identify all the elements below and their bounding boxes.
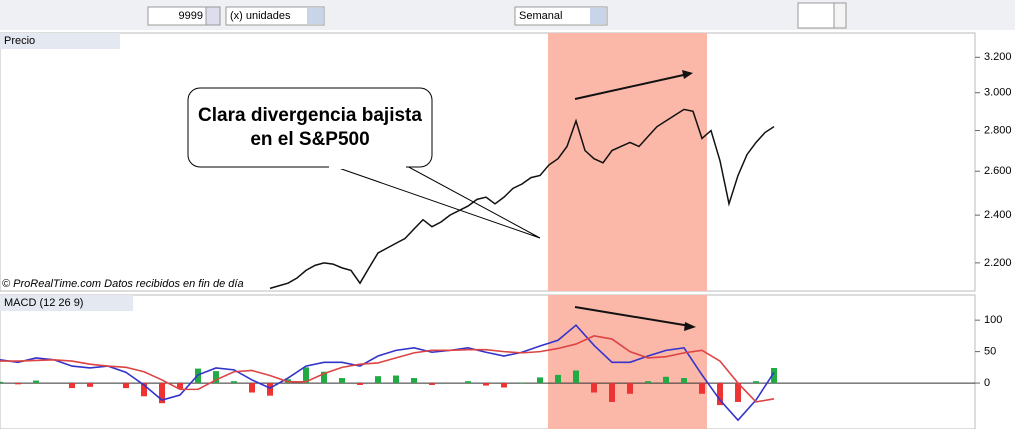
histogram-bar [627, 383, 633, 394]
histogram-bar [699, 383, 705, 394]
units-select[interactable] [225, 6, 325, 26]
panel-title: Precio [4, 35, 35, 47]
histogram-bar [681, 378, 687, 384]
credit: © ProRealTime.com Datos recibidos en fin… [2, 278, 244, 290]
histogram-bar [753, 381, 759, 384]
histogram-bar [159, 383, 165, 404]
indicator-menu[interactable] [833, 2, 847, 29]
arrow [574, 306, 691, 327]
y-tick-label: 3.000 [984, 87, 1012, 99]
histogram-bar [249, 383, 255, 393]
histogram-bar [231, 381, 237, 384]
histogram-bar [303, 367, 309, 384]
histogram-bar [519, 382, 525, 384]
y-tick-label: 2.800 [984, 124, 1012, 136]
y-tick-label: 2.400 [984, 209, 1012, 221]
price-line [269, 108, 775, 290]
histogram-bar [555, 374, 561, 384]
indicator-button[interactable] [797, 2, 835, 29]
histogram-bar [501, 383, 507, 388]
histogram-bar [735, 383, 741, 402]
y-tick-label: 0 [984, 377, 990, 389]
y-tick-label: 100 [984, 314, 1002, 326]
period-select[interactable] [514, 6, 608, 26]
panel-header [0, 295, 133, 311]
callout-join [329, 163, 406, 169]
histogram-bar [33, 380, 39, 384]
histogram-bar [429, 383, 435, 385]
histogram-bar [537, 377, 543, 384]
histogram-bar [483, 383, 489, 386]
histogram-bar [375, 376, 381, 384]
panel-header [0, 33, 120, 49]
histogram-bar [177, 383, 183, 389]
period: Semanal [519, 10, 562, 22]
histogram-bar [771, 367, 777, 384]
annotation: en el S&P500 [250, 129, 369, 150]
histogram-bar [573, 370, 579, 384]
histogram-bar [663, 376, 669, 384]
histogram-bar [15, 383, 21, 385]
units: (x) unidades [230, 10, 291, 22]
callout [187, 87, 433, 168]
histogram-bar [393, 375, 399, 384]
histogram-bar [357, 383, 363, 385]
annotation: Clara divergencia bajista [198, 105, 422, 126]
histogram-bar [339, 378, 345, 384]
dropdown-button[interactable] [590, 8, 606, 24]
spinner[interactable] [205, 6, 221, 26]
histogram-bar [645, 381, 651, 384]
histogram-bar [465, 381, 471, 384]
dropdown-button[interactable] [307, 8, 323, 24]
arrowhead [684, 322, 696, 331]
y-tick-label: 3.200 [984, 51, 1012, 63]
histogram-bar [141, 383, 147, 397]
panel-title: MACD (12 26 9) [4, 297, 83, 309]
histogram-bar [267, 383, 273, 396]
histogram-bar [87, 383, 93, 387]
y-tick-label: 50 [984, 346, 996, 358]
macd-line [0, 335, 775, 403]
price-panel [0, 32, 976, 292]
histogram-bar [213, 371, 219, 384]
arrowhead [682, 70, 693, 79]
histogram-bar [123, 383, 129, 389]
y-tick-label: 2.200 [984, 257, 1012, 269]
histogram-bar [0, 381, 3, 384]
macd-panel [0, 294, 976, 430]
histogram-bar [609, 383, 615, 402]
histogram-bar [411, 378, 417, 384]
histogram-bar [717, 383, 723, 406]
arrow [574, 73, 689, 100]
quantity: 9999 [179, 10, 203, 22]
histogram-bar [69, 383, 75, 389]
histogram-bar [321, 371, 327, 384]
y-tick-label: 2.600 [984, 165, 1012, 177]
histogram-bar [591, 383, 597, 393]
